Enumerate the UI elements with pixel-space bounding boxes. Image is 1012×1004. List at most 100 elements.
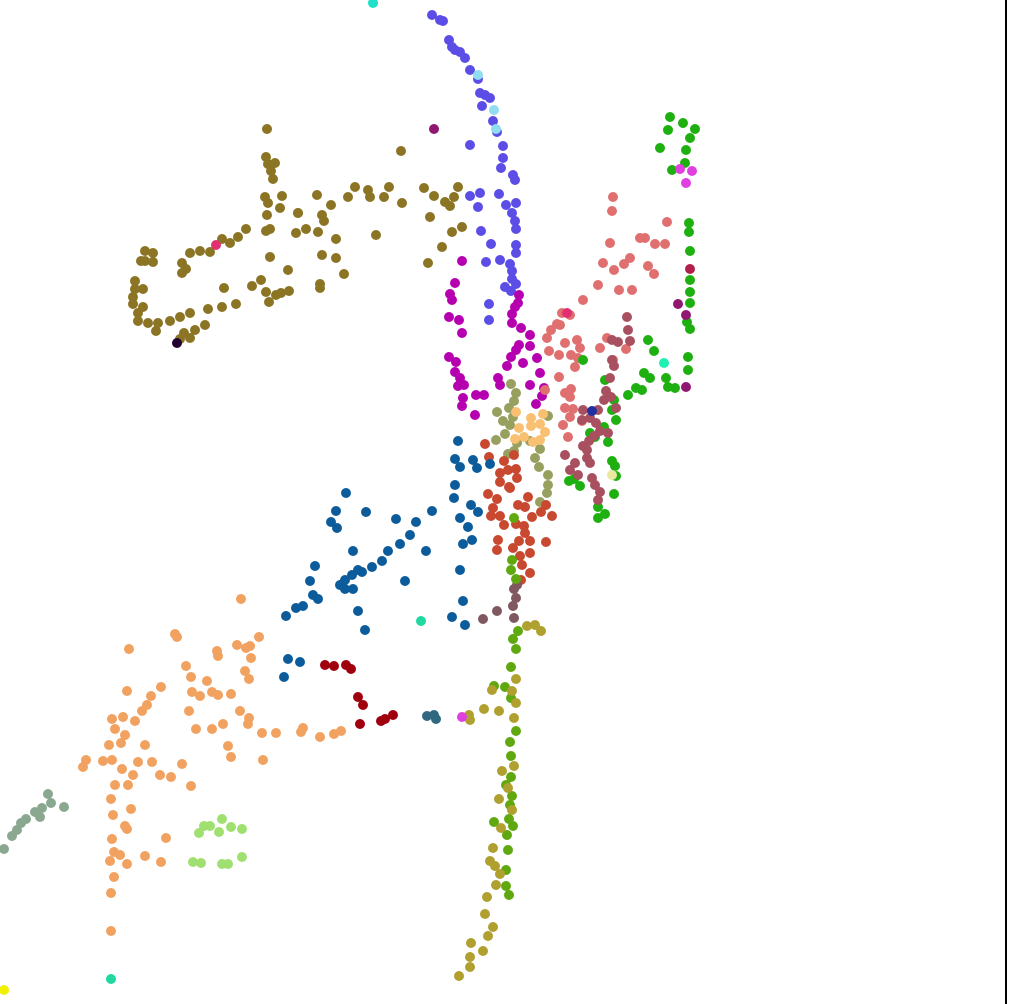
scatter-point bbox=[130, 284, 140, 294]
scatter-point bbox=[511, 388, 521, 398]
scatter-point bbox=[136, 256, 146, 266]
scatter-point bbox=[560, 403, 570, 413]
scatter-point bbox=[683, 352, 693, 362]
scatter-point bbox=[155, 770, 165, 780]
scatter-point bbox=[490, 861, 500, 871]
scatter-point bbox=[554, 372, 564, 382]
series-8 bbox=[480, 439, 557, 585]
scatter-point bbox=[146, 691, 156, 701]
scatter-point bbox=[659, 358, 669, 368]
scatter-point bbox=[153, 318, 163, 328]
scatter-point bbox=[663, 125, 673, 135]
scatter-point bbox=[532, 353, 542, 363]
scatter-point bbox=[262, 210, 272, 220]
scatter-point bbox=[449, 192, 459, 202]
scatter-point bbox=[203, 304, 213, 314]
scatter-point bbox=[379, 192, 389, 202]
scatter-point bbox=[329, 661, 339, 671]
scatter-point bbox=[122, 686, 132, 696]
scatter-point bbox=[98, 756, 108, 766]
scatter-point bbox=[140, 740, 150, 750]
scatter-point bbox=[506, 352, 516, 362]
scatter-point bbox=[291, 603, 301, 613]
scatter-point bbox=[473, 202, 483, 212]
scatter-point bbox=[455, 462, 465, 472]
scatter-point bbox=[440, 197, 450, 207]
scatter-point bbox=[400, 576, 410, 586]
scatter-point bbox=[35, 812, 45, 822]
scatter-point bbox=[205, 821, 215, 831]
scatter-point bbox=[510, 175, 520, 185]
scatter-point bbox=[511, 464, 521, 474]
scatter-point bbox=[460, 53, 470, 63]
scatter-point bbox=[478, 946, 488, 956]
scatter-point bbox=[133, 316, 143, 326]
scatter-point bbox=[455, 513, 465, 523]
scatter-point bbox=[156, 857, 166, 867]
scatter-point bbox=[336, 726, 346, 736]
scatter-point bbox=[368, 0, 378, 8]
scatter-point bbox=[494, 706, 504, 716]
scatter-point bbox=[331, 234, 341, 244]
scatter-point bbox=[405, 530, 415, 540]
scatter-point bbox=[607, 206, 617, 216]
scatter-point bbox=[450, 480, 460, 490]
scatter-point bbox=[283, 654, 293, 664]
series-26 bbox=[607, 470, 617, 480]
scatter-point bbox=[465, 140, 475, 150]
scatter-point bbox=[185, 248, 195, 258]
series-10 bbox=[478, 580, 522, 624]
scatter-point bbox=[246, 653, 256, 663]
scatter-point bbox=[265, 252, 275, 262]
scatter-point bbox=[186, 672, 196, 682]
scatter-point bbox=[541, 500, 551, 510]
scatter-point bbox=[530, 453, 540, 463]
scatter-point bbox=[339, 269, 349, 279]
scatter-point bbox=[205, 247, 215, 257]
scatter-point bbox=[491, 124, 501, 134]
scatter-point bbox=[128, 770, 138, 780]
scatter-point bbox=[460, 620, 470, 630]
scatter-point bbox=[504, 890, 514, 900]
scatter-point bbox=[341, 488, 351, 498]
scatter-point bbox=[175, 312, 185, 322]
scatter-point bbox=[312, 190, 322, 200]
series-22 bbox=[211, 240, 572, 318]
scatter-point bbox=[661, 373, 671, 383]
scatter-point bbox=[172, 632, 182, 642]
scatter-point bbox=[360, 625, 370, 635]
scatter-point bbox=[458, 596, 468, 606]
scatter-point bbox=[305, 576, 315, 586]
scatter-point bbox=[277, 191, 287, 201]
scatter-point bbox=[317, 250, 327, 260]
series-19 bbox=[473, 70, 501, 134]
scatter-point bbox=[465, 715, 475, 725]
scatter-point bbox=[614, 285, 624, 295]
scatter-point bbox=[200, 320, 210, 330]
scatter-point bbox=[346, 664, 356, 674]
scatter-point bbox=[495, 380, 505, 390]
scatter-point bbox=[511, 574, 521, 584]
scatter-point bbox=[473, 70, 483, 80]
scatter-point bbox=[254, 632, 264, 642]
scatter-point bbox=[416, 616, 426, 626]
scatter-point bbox=[315, 283, 325, 293]
scatter-point bbox=[123, 780, 133, 790]
scatter-point bbox=[593, 502, 603, 512]
scatter-point bbox=[320, 660, 330, 670]
scatter-point bbox=[492, 407, 502, 417]
scatter-point bbox=[513, 298, 523, 308]
scatter-point bbox=[514, 340, 524, 350]
scatter-point bbox=[380, 714, 390, 724]
scatter-point bbox=[511, 593, 521, 603]
scatter-point bbox=[513, 626, 523, 636]
scatter-point bbox=[495, 511, 505, 521]
scatter-point bbox=[107, 714, 117, 724]
scatter-point bbox=[547, 511, 557, 521]
scatter-point bbox=[281, 611, 291, 621]
scatter-point bbox=[511, 407, 521, 417]
scatter-point bbox=[214, 827, 224, 837]
scatter-point bbox=[279, 672, 289, 682]
series-16 bbox=[188, 814, 247, 869]
